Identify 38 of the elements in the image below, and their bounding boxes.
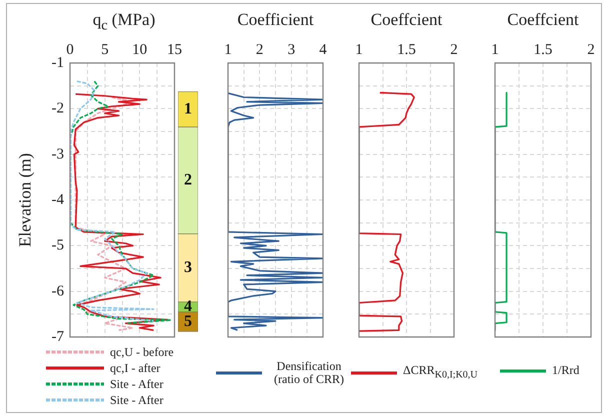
x-axis-title: q$_{c}$ (MPa): [92, 10, 156, 34]
x-tick-label: 3: [288, 42, 296, 58]
x-tick-label: 1.5: [534, 42, 552, 58]
x-tick-label: 1: [491, 42, 499, 58]
series-label: 3: [184, 258, 192, 276]
legend-label: Site - After: [110, 376, 164, 390]
legend-label: qc,I - after: [110, 360, 160, 374]
x-tick-label: 10: [132, 42, 148, 58]
y-tick-label: -3: [52, 146, 64, 162]
x-tick-label: 0: [66, 42, 74, 58]
y-tick-label: -7: [52, 328, 64, 345]
x-tick-label: 5: [101, 42, 109, 58]
x-tick-label: 15: [167, 42, 182, 58]
x-tick-label: 2: [256, 42, 264, 58]
series-label: 5: [184, 312, 192, 330]
x-axis-title: Coeffcient: [506, 10, 580, 30]
x-tick-label: 2: [587, 42, 595, 58]
legend-label: Densification (ratio of CRR): [273, 359, 345, 386]
x-tick-label: 1.5: [397, 42, 416, 58]
y-tick-label: -6: [52, 283, 64, 300]
y-tick-label: -4: [52, 192, 64, 208]
x-tick-label: 4: [319, 42, 328, 58]
series-label: 1: [184, 100, 192, 118]
x-tick-label: 2: [450, 42, 458, 58]
legend-label: 1/Rrd: [552, 363, 580, 377]
y-tick-label: -2: [52, 100, 64, 117]
x-axis-title: Coeffcient: [370, 10, 444, 30]
y-tick-label: -5: [52, 238, 64, 254]
y-tick-label: -1: [52, 54, 64, 71]
series-label: 2: [184, 172, 192, 189]
legend-label: ΔCRR$_{K0,I;K0,U}$: [403, 363, 478, 382]
x-axis-title: Coefficient: [236, 10, 315, 30]
legend-label: qc,U - before: [110, 344, 174, 358]
y-axis-title: Elevation (m): [16, 153, 35, 247]
x-tick-label: 1: [355, 42, 363, 58]
legend-label: Site - After: [110, 392, 164, 406]
series-label: 4: [184, 298, 192, 315]
x-tick-label: 1: [224, 42, 232, 58]
